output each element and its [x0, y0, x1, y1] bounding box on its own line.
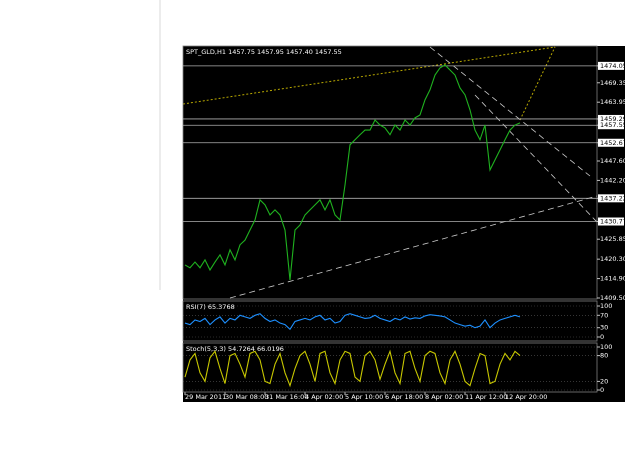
- y-tick-label: 1414.90: [600, 275, 625, 283]
- y-tick-label: 70: [600, 311, 608, 319]
- x-tick-label: 31 Mar 16:00: [265, 393, 308, 401]
- x-tick-label: 8 Apr 02:00: [425, 393, 463, 401]
- y-tick-label: 0: [600, 333, 604, 341]
- trend-line: [229, 195, 598, 299]
- y-tick-label: 100: [600, 302, 612, 310]
- trend-line: [519, 46, 556, 121]
- x-tick-label: 4 Apr 02:00: [305, 393, 343, 401]
- y-tick-label: 0: [600, 386, 604, 394]
- y-tick-label: 1430.77: [600, 218, 625, 226]
- price-line: [184, 64, 521, 281]
- tick-label-box: [598, 138, 624, 147]
- y-tick-label: 1425.85: [600, 235, 625, 243]
- y-tick-label: 1459.29: [600, 115, 625, 123]
- panel-frame: [182, 45, 598, 300]
- y-tick-label: 100: [600, 343, 612, 351]
- tick-label-box: [598, 114, 624, 123]
- x-tick-label: 11 Apr 12:00: [465, 393, 507, 401]
- y-tick-label: 1420.30: [600, 255, 625, 263]
- panel-frame: [182, 342, 598, 393]
- x-tick-label: 30 Mar 08:00: [225, 393, 268, 401]
- y-tick-label: 1447.60: [600, 157, 625, 165]
- y-tick-label: 1409.50: [600, 294, 625, 302]
- y-tick-label: 1452.67: [600, 139, 625, 147]
- price-line: [184, 313, 521, 331]
- y-tick-label: 20: [600, 377, 608, 385]
- y-tick-label: 1463.95: [600, 98, 625, 106]
- y-tick-label: 1469.35: [600, 79, 625, 87]
- panel-frame: [182, 300, 598, 342]
- trend-lines: [182, 46, 598, 299]
- trend-line: [182, 46, 556, 105]
- x-tick-label: 5 Apr 10:00: [345, 393, 383, 401]
- tick-label-box: [598, 121, 624, 130]
- panel-title: SPT_GLD,H1 1457.75 1457.95 1457.40 1457.…: [186, 48, 342, 56]
- y-tick-label: 80: [600, 352, 608, 360]
- price-line: [184, 349, 521, 388]
- y-tick-label: 30: [600, 324, 608, 332]
- y-tick-label: 1457.55: [600, 121, 625, 129]
- trend-line: [429, 46, 591, 177]
- x-tick-label: 12 Apr 20:00: [505, 393, 547, 401]
- tick-label-box: [598, 61, 624, 70]
- x-tick-label: 6 Apr 18:00: [385, 393, 423, 401]
- x-tick-label: 29 Mar 2011: [185, 393, 226, 401]
- tick-label-box: [598, 217, 624, 226]
- y-tick-label: 1437.22: [600, 194, 625, 202]
- panel-title: Stoch(5,3,3) 54.7264 66.0196: [186, 345, 284, 353]
- tick-label-box: [598, 194, 624, 203]
- panel-title: RSI(7) 65.3768: [186, 303, 235, 311]
- y-tick-label: 1474.05: [600, 62, 625, 70]
- y-tick-label: 1442.20: [600, 176, 625, 184]
